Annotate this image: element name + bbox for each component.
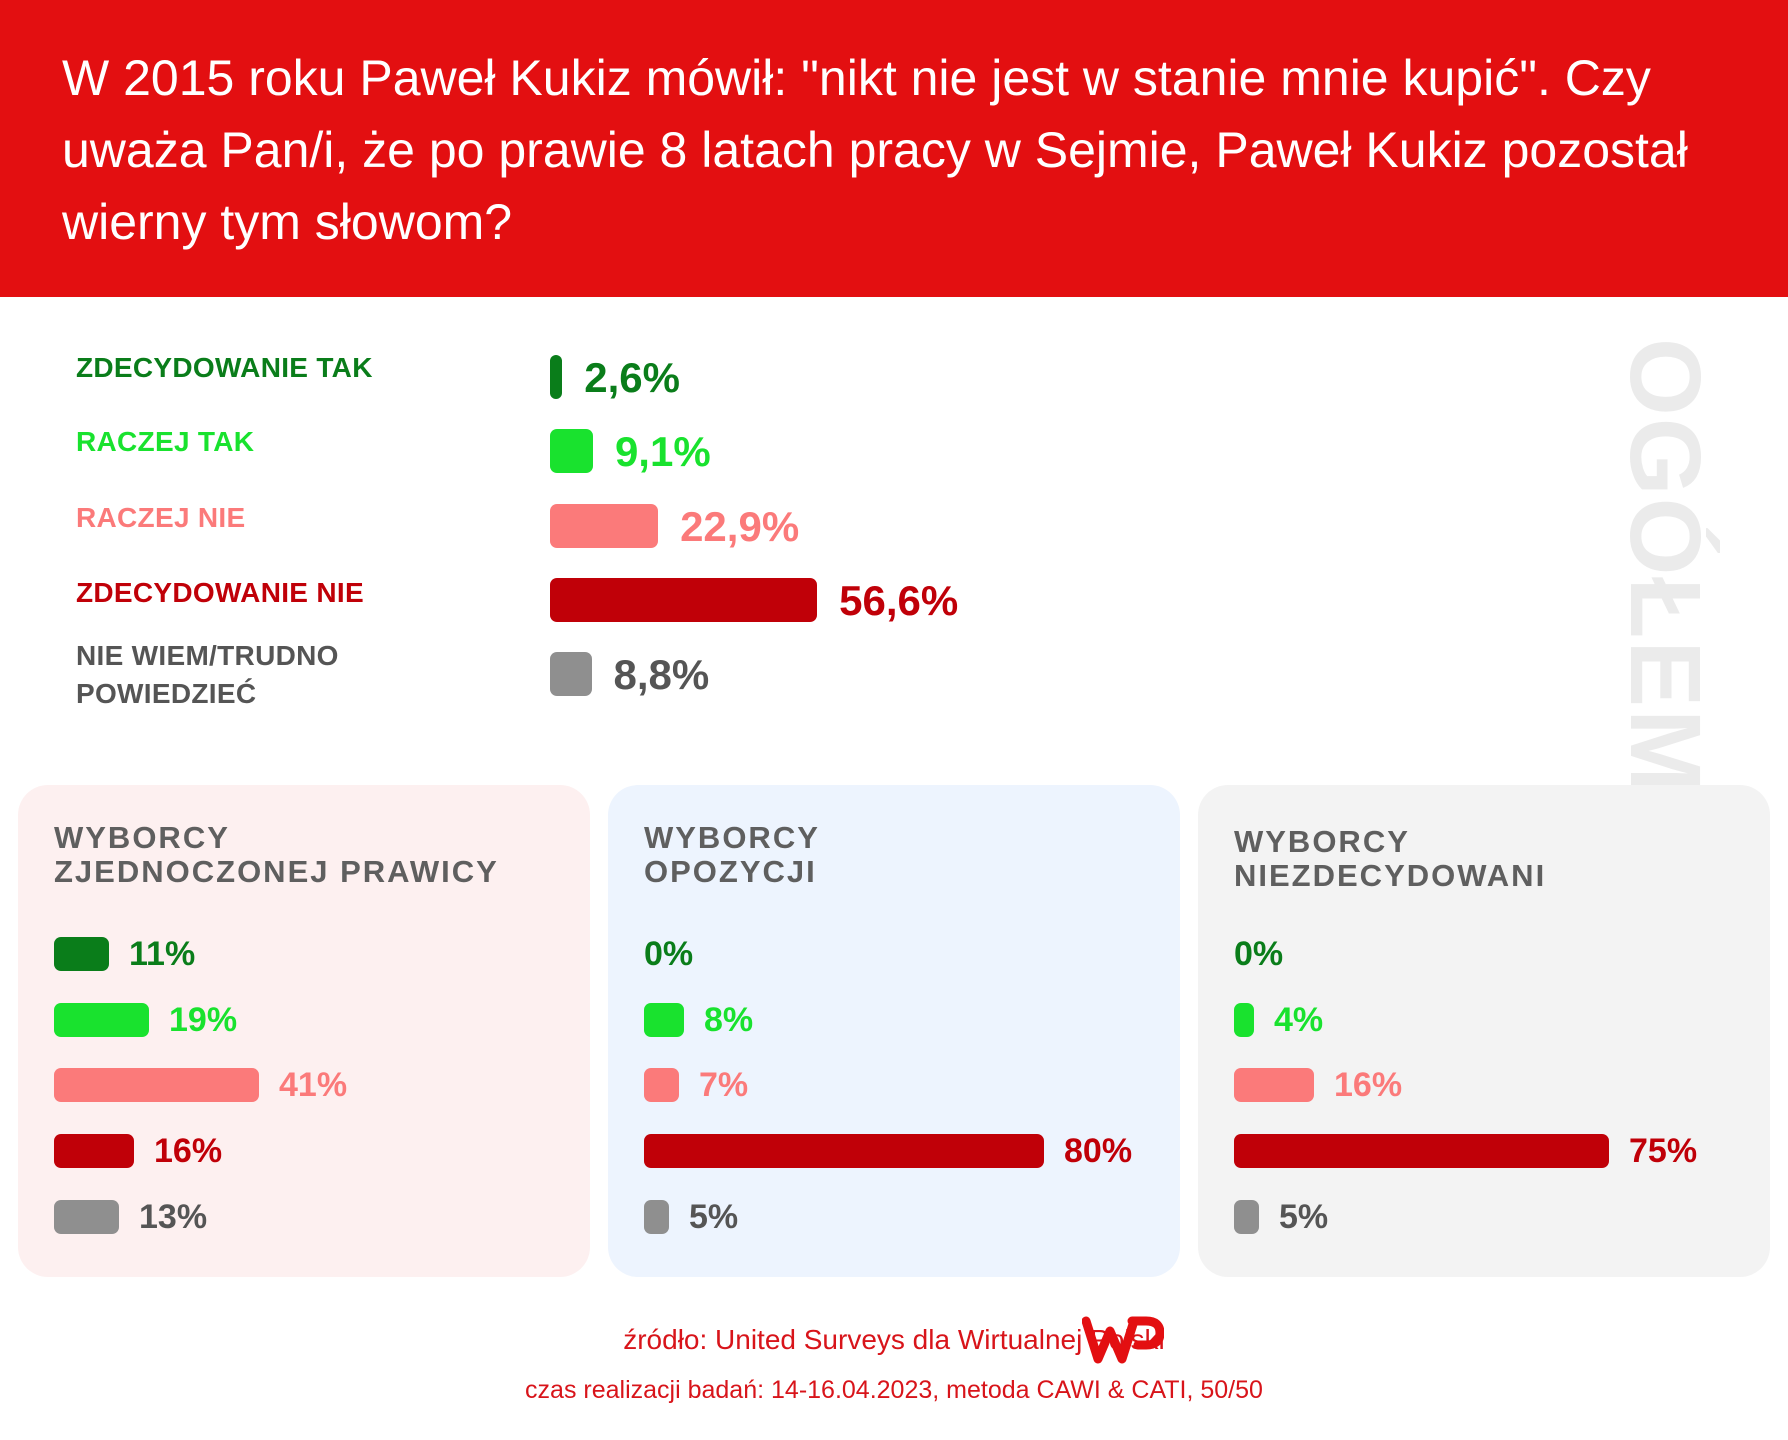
overall-value-label: 8,8%: [613, 651, 710, 698]
overall-chart: ZDECYDOWANIE TAK 2,6% RACZEJ TAK 9,1% RACZEJ…: [0, 297, 1788, 757]
panel-bar: [1234, 1068, 1314, 1102]
overall-category-label: NIE WIEM/TRUDNO POWIEDZIEĆ: [76, 640, 339, 709]
panel-value-label: 13%: [139, 1198, 208, 1236]
panel-title: WYBORCY OPOZYCJI: [644, 821, 1164, 889]
panel-title-line1: WYBORCY: [54, 820, 230, 855]
panel-value-label: 80%: [1064, 1132, 1133, 1170]
panel-bar: [644, 1134, 1044, 1168]
overall-value-label: 22,9%: [680, 503, 800, 550]
panel-bar: [1234, 1200, 1259, 1234]
panel-title-line1: WYBORCY: [1234, 824, 1410, 859]
wp-logo-icon: [1082, 1316, 1164, 1364]
panel-value-label: 41%: [279, 1066, 348, 1104]
panel-value-label: 5%: [1279, 1198, 1329, 1236]
panel-title-line2: NIEZDECYDOWANI: [1234, 858, 1547, 893]
overall-category-label: ZDECYDOWANIE TAK: [76, 352, 373, 383]
question-title: W 2015 roku Paweł Kukiz mówił: "nikt nie…: [62, 50, 1688, 250]
panel-value-label: 16%: [1334, 1066, 1403, 1104]
panel-value-label: 4%: [1274, 1001, 1324, 1039]
source-text: źródło: United Surveys dla Wirtualnej Po…: [623, 1324, 1165, 1355]
overall-bar: [550, 504, 659, 548]
panel-title: WYBORCY NIEZDECYDOWANI: [1234, 825, 1754, 893]
overall-bar: [550, 355, 563, 399]
overall-side-label: OGÓŁEM: [1609, 338, 1721, 795]
header-banner: W 2015 roku Paweł Kukiz mówił: "nikt nie…: [0, 0, 1788, 297]
overall-value-label: 2,6%: [584, 354, 680, 401]
overall-category-label: ZDECYDOWANIE NIE: [76, 577, 364, 608]
overall-value-label: 9,1%: [614, 428, 711, 475]
panel-value-label: 0%: [1234, 935, 1284, 973]
voter-group-panel: WYBORCY ZJEDNOCZONEJ PRAWICY 11% 19% 41% 16% 1…: [18, 785, 590, 1277]
panel-value-label: 16%: [154, 1132, 223, 1170]
panel-value-label: 11%: [129, 935, 196, 973]
voter-group-panel: WYBORCY OPOZYCJI 0% 8% 7% 80% 5%: [608, 785, 1180, 1277]
panel-title: WYBORCY ZJEDNOCZONEJ PRAWICY: [54, 821, 574, 889]
panel-value-label: 7%: [699, 1066, 749, 1104]
panel-value-label: 75%: [1629, 1132, 1698, 1170]
panel-value-label: 8%: [704, 1001, 754, 1039]
overall-category-label: RACZEJ NIE: [76, 502, 246, 533]
panel-bar: [1234, 1134, 1609, 1168]
overall-bar: [550, 652, 592, 696]
panel-title-line2: OPOZYCJI: [644, 854, 817, 889]
voter-group-panel: WYBORCY NIEZDECYDOWANI 0% 4% 16% 75% 5%: [1198, 785, 1770, 1277]
panel-bar: [644, 1003, 684, 1037]
overall-bar: [550, 429, 593, 473]
panel-value-label: 5%: [689, 1198, 739, 1236]
method-text: czas realizacji badań: 14-16.04.2023, me…: [525, 1376, 1263, 1404]
overall-category-label: RACZEJ TAK: [76, 426, 255, 457]
panel-value-label: 19%: [169, 1001, 238, 1039]
panel-bar: [54, 937, 109, 971]
panel-bar: [1234, 1003, 1254, 1037]
panel-bar: [54, 1068, 259, 1102]
panel-bar: [54, 1134, 134, 1168]
panel-bar: [54, 1200, 119, 1234]
panel-title-line2: ZJEDNOCZONEJ PRAWICY: [54, 854, 499, 889]
panel-bar: [54, 1003, 149, 1037]
overall-value-label: 56,6%: [839, 577, 959, 624]
panel-bar: [644, 1068, 679, 1102]
panel-title-line1: WYBORCY: [644, 820, 820, 855]
panel-bar: [644, 1200, 669, 1234]
overall-bar: [550, 578, 818, 622]
panel-value-label: 0%: [644, 935, 694, 973]
